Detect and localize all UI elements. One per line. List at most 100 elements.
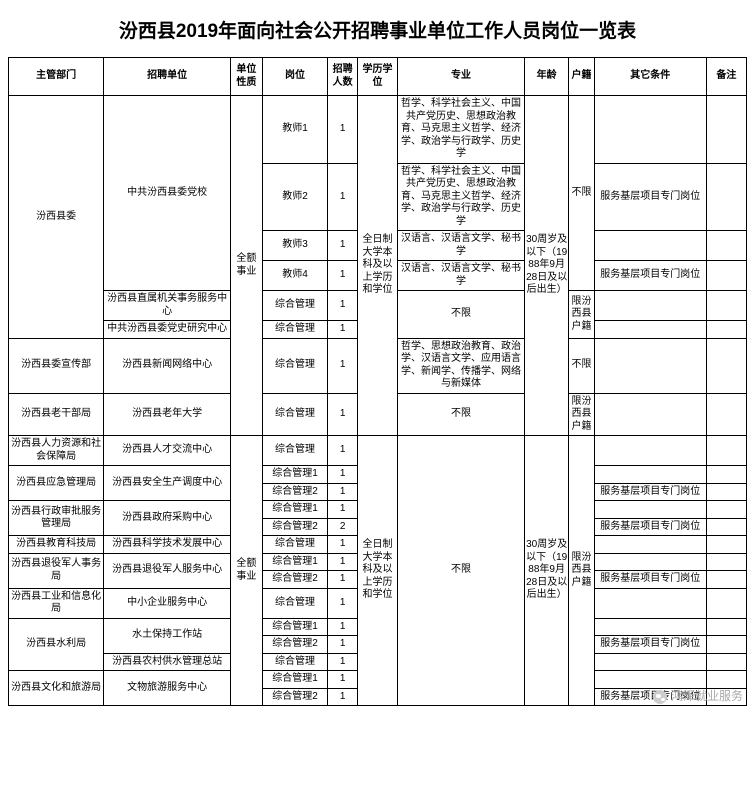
cell-post: 教师4 <box>262 261 328 291</box>
cell-huji: 不限 <box>569 338 594 393</box>
cell-note <box>706 571 746 589</box>
cell-dept: 汾西县退役军人事务局 <box>9 553 104 588</box>
cell-post: 综合管理2 <box>262 636 328 654</box>
cell-dept: 汾西县文化和旅游局 <box>9 671 104 706</box>
cell-cond: 服务基层项目专门岗位 <box>594 571 706 589</box>
cell-post: 综合管理1 <box>262 501 328 519</box>
cell-age: 30周岁及以下（1988年9月28日及以后出生） <box>524 436 568 706</box>
cell-note <box>706 536 746 554</box>
col-post: 岗位 <box>262 58 328 96</box>
cell-note <box>706 501 746 519</box>
cell-unit: 汾西县科学技术发展中心 <box>104 536 231 554</box>
col-age: 年龄 <box>524 58 568 96</box>
cell-major: 不限 <box>398 393 525 436</box>
cell-dept: 汾西县人力资源和社会保障局 <box>9 436 104 466</box>
cell-unit: 中共汾西县委党校 <box>104 96 231 291</box>
cell-unit: 汾西县政府采购中心 <box>104 501 231 536</box>
cell-post: 综合管理2 <box>262 483 328 501</box>
cell-post: 综合管理 <box>262 291 328 321</box>
col-major: 专业 <box>398 58 525 96</box>
cell-cond <box>594 96 706 164</box>
cell-cond <box>594 321 706 339</box>
cell-major: 汉语言、汉语言文学、秘书学 <box>398 231 525 261</box>
cell-dept: 汾西县工业和信息化局 <box>9 588 104 618</box>
cell-post: 综合管理 <box>262 393 328 436</box>
cell-note <box>706 671 746 689</box>
cell-count: 1 <box>328 653 358 671</box>
cell-cond <box>594 291 706 321</box>
cell-count: 1 <box>328 588 358 618</box>
cell-cond <box>594 501 706 519</box>
cell-unit: 汾西县直属机关事务服务中心 <box>104 291 231 321</box>
cell-note <box>706 653 746 671</box>
col-huji: 户籍 <box>569 58 594 96</box>
cell-count: 1 <box>328 291 358 321</box>
cell-count: 1 <box>328 571 358 589</box>
cell-unit: 中小企业服务中心 <box>104 588 231 618</box>
cell-major: 哲学、科学社会主义、中国共产党历史、思想政治教育、马克思主义哲学、经济学、政治学… <box>398 96 525 164</box>
cell-major: 不限 <box>398 291 525 339</box>
watermark: 鸿泽就业服务 <box>653 687 743 704</box>
cell-dept: 汾西县老干部局 <box>9 393 104 436</box>
cell-count: 2 <box>328 518 358 536</box>
cell-cond <box>594 653 706 671</box>
cell-note <box>706 518 746 536</box>
wechat-icon <box>653 690 667 704</box>
cell-count: 1 <box>328 636 358 654</box>
cell-count: 1 <box>328 436 358 466</box>
header-row: 主管部门 招聘单位 单位性质 岗位 招聘人数 学历学位 专业 年龄 户籍 其它条… <box>9 58 747 96</box>
col-dept: 主管部门 <box>9 58 104 96</box>
cell-note <box>706 291 746 321</box>
cell-count: 1 <box>328 671 358 689</box>
col-edu: 学历学位 <box>357 58 397 96</box>
cell-count: 1 <box>328 261 358 291</box>
cell-major: 哲学、科学社会主义、中国共产党历史、思想政治教育、马克思主义哲学、经济学、政治学… <box>398 163 525 231</box>
cell-edu: 全日制大学本科及以上学历和学位 <box>357 96 397 436</box>
cell-cond <box>594 536 706 554</box>
col-note: 备注 <box>706 58 746 96</box>
cell-unit: 汾西县人才交流中心 <box>104 436 231 466</box>
cell-post: 综合管理1 <box>262 466 328 484</box>
cell-cond <box>594 231 706 261</box>
cell-post: 综合管理 <box>262 588 328 618</box>
cell-count: 1 <box>328 321 358 339</box>
cell-cond <box>594 588 706 618</box>
cell-cond <box>594 618 706 636</box>
cell-post: 综合管理 <box>262 436 328 466</box>
cell-unit: 汾西县农村供水管理总站 <box>104 653 231 671</box>
cell-major: 不限 <box>398 436 525 706</box>
cell-post: 教师2 <box>262 163 328 231</box>
cell-count: 1 <box>328 231 358 261</box>
col-count: 招聘人数 <box>328 58 358 96</box>
cell-note <box>706 393 746 436</box>
col-unit: 招聘单位 <box>104 58 231 96</box>
cell-unit: 汾西县退役军人服务中心 <box>104 553 231 588</box>
jobs-table: 主管部门 招聘单位 单位性质 岗位 招聘人数 学历学位 专业 年龄 户籍 其它条… <box>8 57 747 706</box>
cell-dept: 汾西县教育科技局 <box>9 536 104 554</box>
cell-note <box>706 636 746 654</box>
cell-count: 1 <box>328 536 358 554</box>
cell-note <box>706 338 746 393</box>
cell-huji: 限汾西县户籍 <box>569 393 594 436</box>
cell-note <box>706 321 746 339</box>
cell-cond: 服务基层项目专门岗位 <box>594 518 706 536</box>
cell-unit: 中共汾西县委党史研究中心 <box>104 321 231 339</box>
cell-unit: 水土保持工作站 <box>104 618 231 653</box>
cell-cond: 服务基层项目专门岗位 <box>594 163 706 231</box>
cell-note <box>706 436 746 466</box>
cell-count: 1 <box>328 163 358 231</box>
cell-post: 综合管理1 <box>262 553 328 571</box>
cell-unit: 汾西县安全生产调度中心 <box>104 466 231 501</box>
cell-count: 1 <box>328 393 358 436</box>
cell-post: 综合管理2 <box>262 688 328 706</box>
cell-dept: 汾西县委 <box>9 96 104 339</box>
cell-cond: 服务基层项目专门岗位 <box>594 636 706 654</box>
cell-post: 综合管理2 <box>262 571 328 589</box>
cell-post: 综合管理 <box>262 321 328 339</box>
cell-dept: 汾西县水利局 <box>9 618 104 671</box>
cell-unit: 汾西县老年大学 <box>104 393 231 436</box>
cell-note <box>706 96 746 164</box>
cell-post: 综合管理1 <box>262 618 328 636</box>
cell-nature: 全额事业 <box>231 436 263 706</box>
cell-count: 1 <box>328 96 358 164</box>
